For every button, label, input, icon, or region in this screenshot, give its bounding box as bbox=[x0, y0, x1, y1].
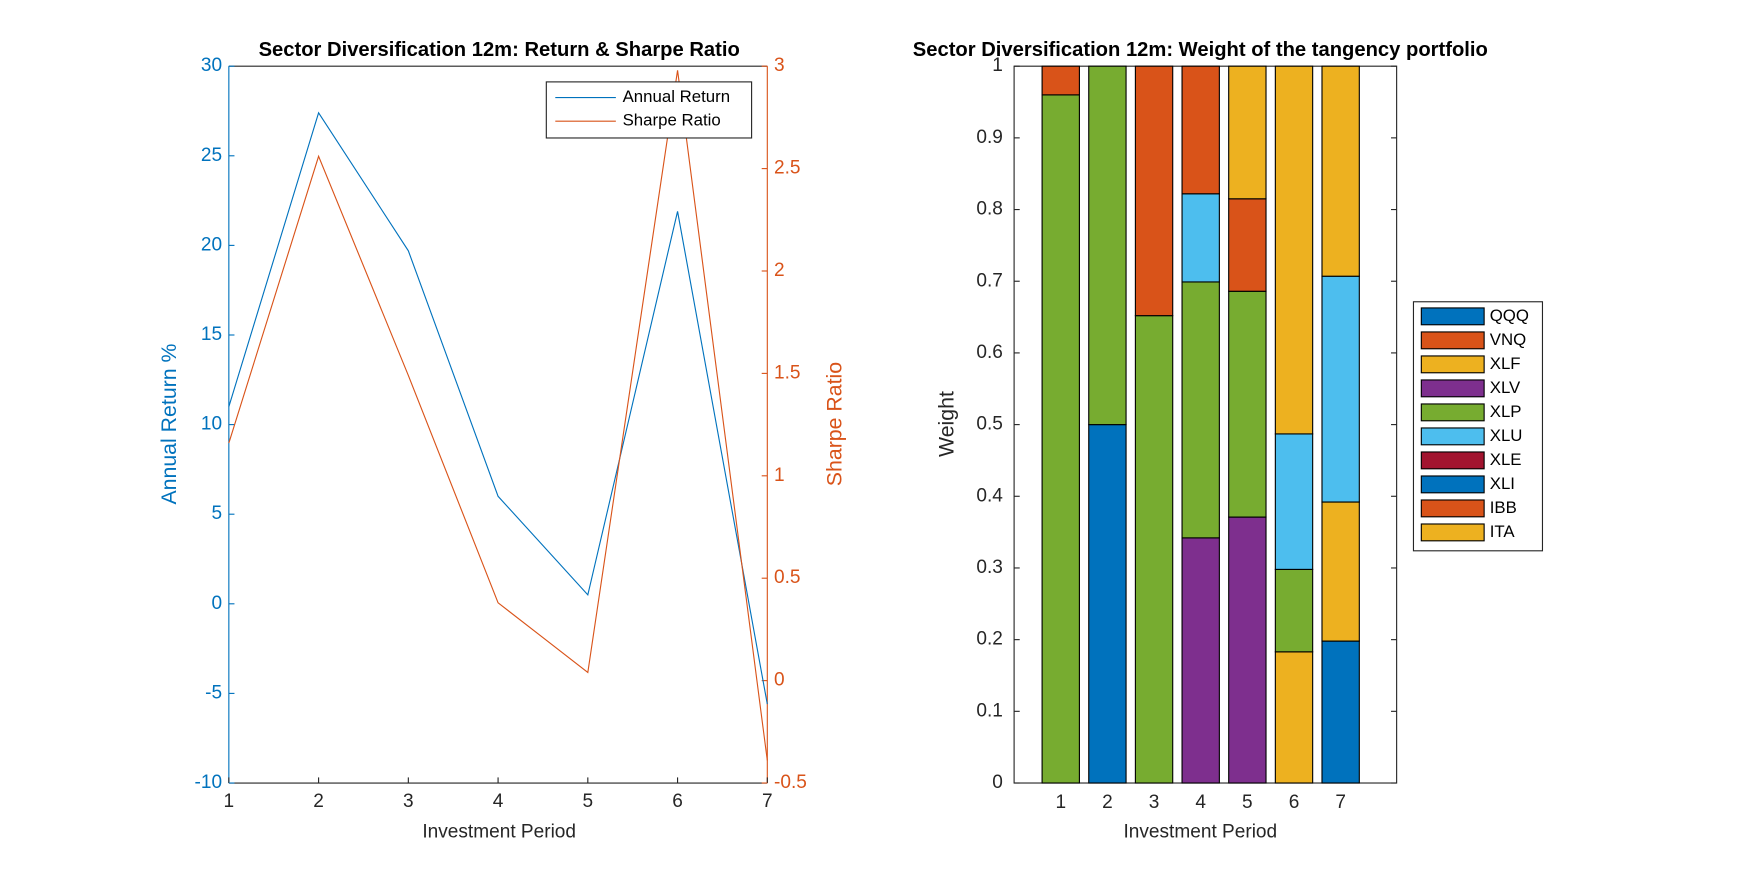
legend-label: XLI bbox=[1490, 474, 1515, 493]
legend-swatch bbox=[1420, 355, 1485, 374]
legend-swatch bbox=[1420, 523, 1485, 542]
legend-label: XLF bbox=[1490, 354, 1521, 373]
legend-swatch bbox=[1420, 499, 1485, 518]
bar-segment bbox=[1088, 65, 1127, 426]
y2-tick-label: -0.5 bbox=[774, 772, 807, 793]
y-tick-label: 0 bbox=[212, 593, 223, 614]
y2-axis-label: Sharpe Ratio bbox=[822, 362, 846, 486]
legend-swatch bbox=[1420, 307, 1485, 326]
x-tick-label: 3 bbox=[1149, 792, 1160, 813]
y-tick-label: 0.3 bbox=[976, 557, 1003, 578]
x-tick-label: 4 bbox=[493, 791, 504, 812]
data-line bbox=[228, 70, 768, 761]
bar-segment bbox=[1228, 198, 1267, 292]
y-tick-label: 0.8 bbox=[976, 199, 1003, 220]
legend-swatch bbox=[1420, 475, 1485, 494]
y2-tick-label: 2.5 bbox=[774, 158, 801, 179]
y-tick-label: 30 bbox=[201, 55, 222, 76]
y-tick-label: 0 bbox=[992, 772, 1003, 793]
y-tick-label: 5 bbox=[212, 503, 223, 524]
y2-tick-label: 0 bbox=[774, 670, 785, 691]
bar-segment bbox=[1134, 315, 1174, 784]
bar-segment bbox=[1134, 65, 1174, 317]
y-tick-label: 0.6 bbox=[976, 342, 1003, 363]
legend-label: XLV bbox=[1490, 378, 1521, 397]
bar-segment bbox=[1274, 65, 1314, 435]
legend-label: QQQ bbox=[1490, 306, 1529, 325]
legend-label: Sharpe Ratio bbox=[623, 111, 721, 130]
y-tick-label: 0.9 bbox=[976, 127, 1003, 148]
legend-swatch bbox=[1420, 331, 1485, 350]
y-tick-label: 0.4 bbox=[976, 485, 1003, 506]
legend-label: VNQ bbox=[1490, 330, 1526, 349]
y-tick-label: 0.5 bbox=[976, 414, 1003, 435]
bar-segment bbox=[1321, 501, 1360, 642]
bar-segment bbox=[1321, 65, 1360, 277]
y-tick-label: 0.7 bbox=[976, 270, 1003, 291]
bar-segment bbox=[1274, 568, 1314, 653]
x-tick-label: 2 bbox=[313, 791, 324, 812]
y-tick-label: 0.1 bbox=[976, 700, 1003, 721]
bar-segment bbox=[1321, 640, 1360, 784]
bar-segment bbox=[1274, 433, 1314, 570]
x-tick-label: 3 bbox=[403, 791, 414, 812]
y2-tick-label: 0.5 bbox=[774, 567, 801, 588]
legend-swatch bbox=[1420, 427, 1485, 446]
bar-segment bbox=[1181, 281, 1220, 539]
x-tick-label: 4 bbox=[1195, 792, 1206, 813]
x-tick-label: 1 bbox=[224, 791, 235, 812]
legend-label: ITA bbox=[1490, 522, 1516, 541]
x-tick-label: 7 bbox=[1335, 792, 1346, 813]
legend-swatch bbox=[1420, 379, 1485, 398]
bar-segment bbox=[1181, 537, 1220, 784]
plot-area bbox=[228, 66, 768, 784]
bar-segment bbox=[1228, 65, 1267, 200]
y-tick-label: 10 bbox=[201, 414, 222, 435]
y-tick-label: -10 bbox=[195, 772, 223, 793]
y-tick-label: 1 bbox=[992, 55, 1003, 76]
bar-segment bbox=[1181, 65, 1220, 195]
x-tick-label: 6 bbox=[672, 791, 683, 812]
y-tick-label: 25 bbox=[201, 145, 222, 166]
y-tick-label: 0.2 bbox=[976, 629, 1003, 650]
y2-tick-label: 3 bbox=[774, 55, 785, 76]
y2-tick-label: 1 bbox=[774, 465, 785, 486]
chart-title: Sector Diversification 12m: Return & Sha… bbox=[259, 39, 740, 61]
legend-label: Annual Return bbox=[623, 87, 730, 106]
data-line bbox=[228, 111, 768, 705]
legend-swatch bbox=[1420, 403, 1485, 422]
legend-label: XLU bbox=[1490, 426, 1523, 445]
bar-segment bbox=[1321, 275, 1360, 503]
bar-segment bbox=[1228, 516, 1267, 784]
legend-label: XLP bbox=[1490, 402, 1522, 421]
x-tick-label: 7 bbox=[762, 791, 773, 812]
y2-tick-label: 1.5 bbox=[774, 362, 801, 383]
y-tick-label: 15 bbox=[201, 324, 222, 345]
bar-segment bbox=[1041, 65, 1080, 96]
y-tick-label: -5 bbox=[205, 682, 222, 703]
legend-label: XLE bbox=[1490, 450, 1522, 469]
legend-label: IBB bbox=[1490, 498, 1517, 517]
legend-box bbox=[545, 81, 753, 139]
bar-segment bbox=[1041, 94, 1080, 784]
y-axis-label: Annual Return % bbox=[157, 343, 181, 504]
chart-title: Sector Diversification 12m: Weight of th… bbox=[913, 39, 1488, 61]
x-tick-label: 5 bbox=[583, 791, 594, 812]
bar-segment bbox=[1088, 424, 1127, 784]
legend-swatch bbox=[1420, 451, 1485, 470]
x-axis-label: Investment Period bbox=[1124, 821, 1278, 842]
x-axis-label: Investment Period bbox=[422, 821, 576, 842]
x-tick-label: 2 bbox=[1102, 792, 1113, 813]
y2-tick-label: 2 bbox=[774, 260, 785, 281]
x-tick-label: 5 bbox=[1242, 792, 1253, 813]
x-tick-label: 6 bbox=[1289, 792, 1300, 813]
y-tick-label: 20 bbox=[201, 234, 222, 255]
y-axis-label: Weight bbox=[935, 391, 959, 457]
x-tick-label: 1 bbox=[1055, 792, 1066, 813]
bar-segment bbox=[1181, 193, 1220, 283]
bar-segment bbox=[1228, 290, 1267, 518]
bar-segment bbox=[1274, 651, 1314, 784]
